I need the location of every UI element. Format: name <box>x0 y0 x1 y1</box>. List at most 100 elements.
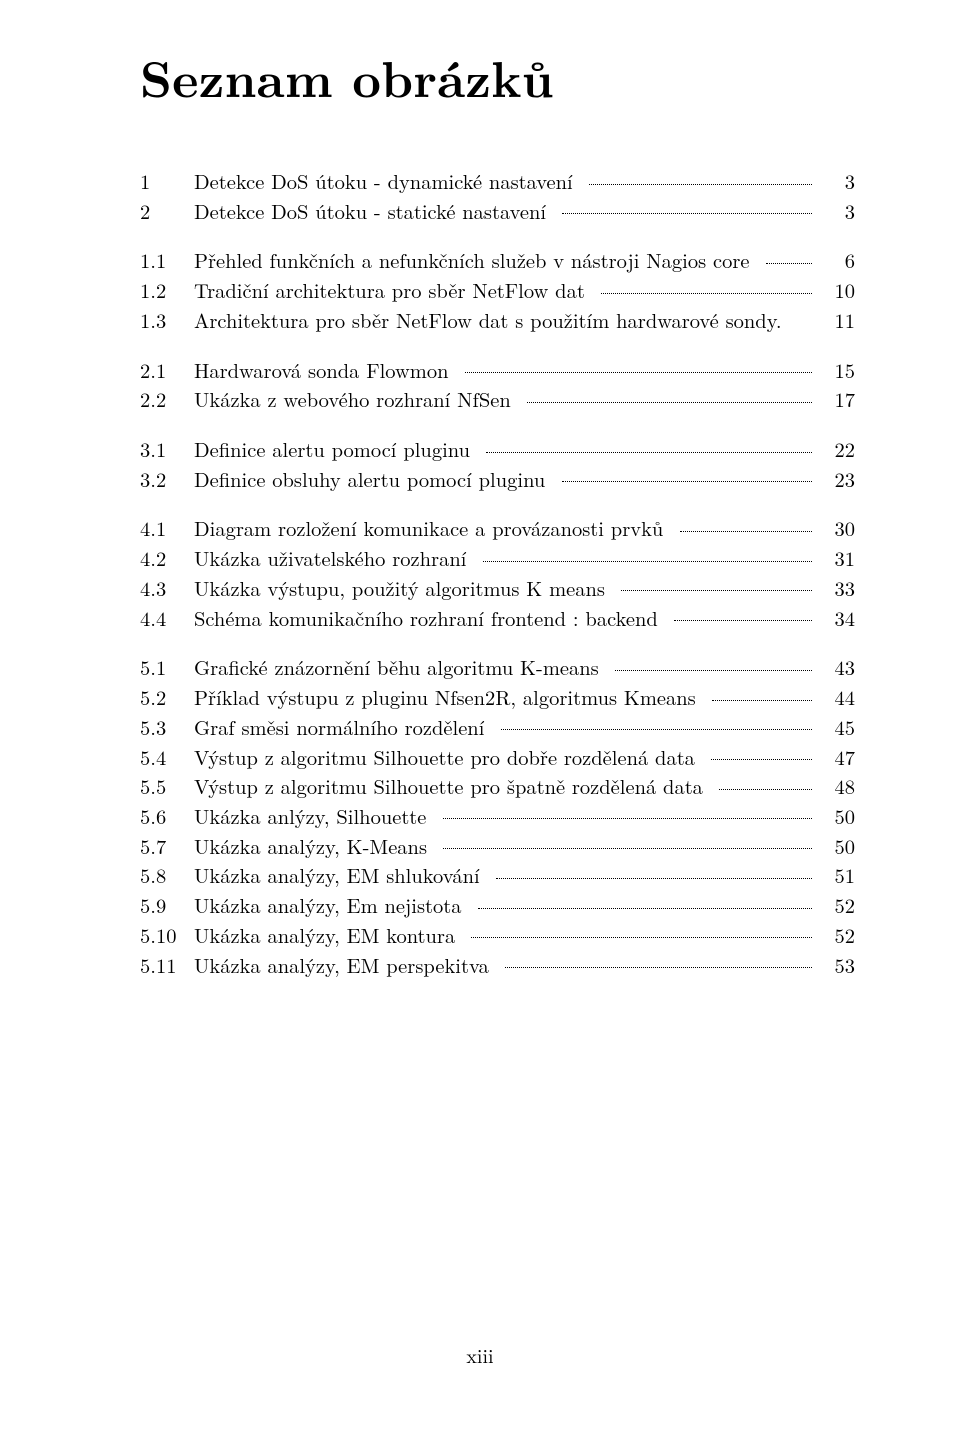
spacer <box>696 682 706 712</box>
figure-caption: Ukázka analýzy, Em nejistota <box>194 890 461 920</box>
dot-leaders <box>483 561 812 562</box>
figure-page-number: 53 <box>827 950 855 980</box>
spacer <box>817 742 827 772</box>
spacer <box>573 166 583 196</box>
figure-page-number: 52 <box>827 890 855 920</box>
figure-entry: 4.1Diagram rozložení komunikace a prováz… <box>140 513 855 543</box>
spacer <box>511 384 521 414</box>
page-title: Seznam obrázků <box>140 40 855 112</box>
spacer <box>817 801 827 831</box>
spacer <box>449 355 459 385</box>
dot-leaders <box>711 759 812 760</box>
spacer <box>817 166 827 196</box>
figure-entry: 1.1Přehled funkčních a nefunkčních služe… <box>140 245 855 275</box>
figure-number: 5.1 <box>140 652 194 682</box>
figure-caption: Hardwarová sonda Flowmon <box>194 355 449 385</box>
figure-number: 3.1 <box>140 434 194 464</box>
spacer <box>817 275 827 305</box>
dot-leaders <box>621 590 812 591</box>
dot-leaders <box>443 848 811 849</box>
figure-number: 4.4 <box>140 603 194 633</box>
dot-leaders <box>719 789 812 790</box>
figure-page-number: 10 <box>827 275 855 305</box>
dot-leaders <box>505 967 812 968</box>
spacer <box>658 603 668 633</box>
dot-leaders <box>712 700 812 701</box>
spacer <box>599 652 609 682</box>
spacer <box>817 920 827 950</box>
figure-number: 5.8 <box>140 860 194 890</box>
figure-entry: 5.1Grafické znázornění běhu algoritmu K-… <box>140 652 855 682</box>
figure-caption: Tradiční architektura pro sběr NetFlow d… <box>194 275 585 305</box>
dot-leaders <box>496 878 812 879</box>
figure-number: 4.1 <box>140 513 194 543</box>
figure-entry: 5.2Příklad výstupu z pluginu Nfsen2R, al… <box>140 682 855 712</box>
figure-number: 5.7 <box>140 831 194 861</box>
figure-number: 1.2 <box>140 275 194 305</box>
figure-number: 2.2 <box>140 384 194 414</box>
spacer <box>484 712 494 742</box>
spacer <box>663 513 673 543</box>
spacer <box>466 543 476 573</box>
dot-leaders <box>674 620 812 621</box>
spacer <box>817 196 827 226</box>
spacer <box>455 920 465 950</box>
spacer <box>817 890 827 920</box>
spacer <box>749 245 759 275</box>
figure-page-number: 45 <box>827 712 855 742</box>
spacer <box>470 434 480 464</box>
figure-caption: Výstup z algoritmu Silhouette pro dobře … <box>194 742 695 772</box>
spacer <box>817 682 827 712</box>
figure-number: 4.3 <box>140 573 194 603</box>
spacer <box>817 831 827 861</box>
dot-leaders <box>465 372 812 373</box>
spacer <box>817 860 827 890</box>
figure-entry: 3.1Definice alertu pomocí pluginu 22 <box>140 434 855 464</box>
figure-caption: Ukázka analýzy, K-Means <box>194 831 427 861</box>
figure-number: 4.2 <box>140 543 194 573</box>
spacer <box>489 950 499 980</box>
figure-group: 1Detekce DoS útoku - dynamické nastavení… <box>140 166 855 225</box>
figure-entry: 2.1Hardwarová sonda Flowmon 15 <box>140 355 855 385</box>
figure-page-number: 50 <box>827 801 855 831</box>
figure-group: 1.1Přehled funkčních a nefunkčních služe… <box>140 245 855 334</box>
figure-page-number: 33 <box>827 573 855 603</box>
dot-leaders <box>766 263 812 264</box>
dot-leaders <box>501 729 812 730</box>
figure-caption: Výstup z algoritmu Silhouette pro špatně… <box>194 771 703 801</box>
figure-page-number: 17 <box>827 384 855 414</box>
spacer <box>605 573 615 603</box>
figure-page-number: 50 <box>827 831 855 861</box>
figure-page-number: 6 <box>827 245 855 275</box>
figure-entry: 5.10Ukázka analýzy, EM kontura 52 <box>140 920 855 950</box>
figure-caption: Detekce DoS útoku - dynamické nastavení <box>194 166 573 196</box>
figure-page-number: 47 <box>827 742 855 772</box>
dot-leaders <box>601 293 812 294</box>
figure-entry: 5.9Ukázka analýzy, Em nejistota 52 <box>140 890 855 920</box>
figure-entry: 4.3Ukázka výstupu, použitý algoritmus K … <box>140 573 855 603</box>
page: Seznam obrázků 1Detekce DoS útoku - dyna… <box>0 0 960 1435</box>
dot-leaders <box>589 184 812 185</box>
spacer <box>695 742 705 772</box>
figure-number: 5.11 <box>140 950 194 980</box>
figure-entry: 5.6Ukázka anlýzy, Silhouette 50 <box>140 801 855 831</box>
spacer <box>782 305 827 335</box>
figure-entry: 5.8Ukázka analýzy, EM shlukování 51 <box>140 860 855 890</box>
figure-number: 2 <box>140 196 194 226</box>
figure-caption: Grafické znázornění běhu algoritmu K-mea… <box>194 652 599 682</box>
figure-page-number: 48 <box>827 771 855 801</box>
spacer <box>817 355 827 385</box>
spacer <box>427 831 437 861</box>
figure-entry: 5.5Výstup z algoritmu Silhouette pro špa… <box>140 771 855 801</box>
figure-caption: Ukázka anlýzy, Silhouette <box>194 801 426 831</box>
figure-caption: Příklad výstupu z pluginu Nfsen2R, algor… <box>194 682 696 712</box>
figure-caption: Ukázka analýzy, EM kontura <box>194 920 455 950</box>
figure-entry: 2Detekce DoS útoku - statické nastavení … <box>140 196 855 226</box>
figure-page-number: 34 <box>827 603 855 633</box>
figure-entry: 5.11Ukázka analýzy, EM perspekitva 53 <box>140 950 855 980</box>
spacer <box>545 464 555 494</box>
spacer <box>461 890 471 920</box>
figure-number: 5.3 <box>140 712 194 742</box>
figure-group: 3.1Definice alertu pomocí pluginu 223.2D… <box>140 434 855 493</box>
spacer <box>817 434 827 464</box>
